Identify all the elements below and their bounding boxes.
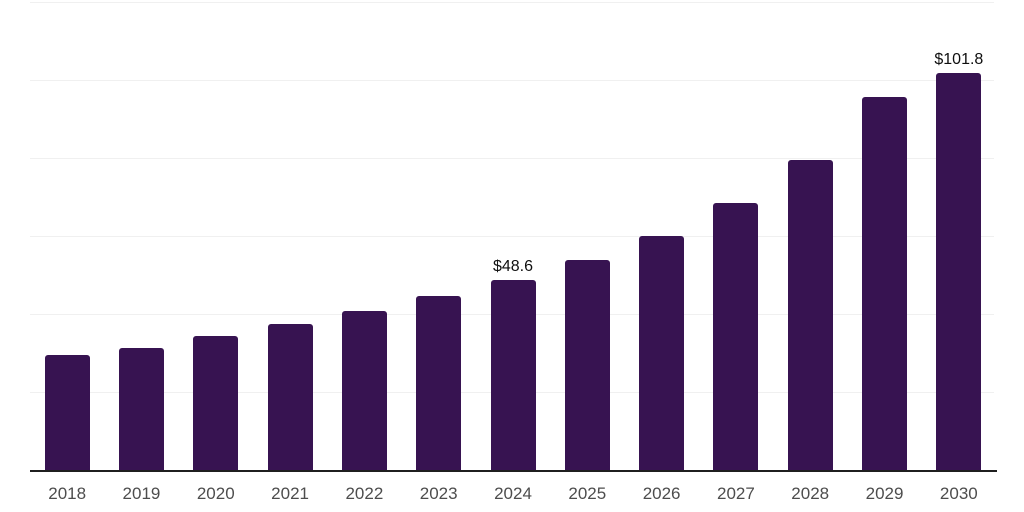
x-tick-label-2027: 2027 (717, 484, 755, 503)
x-tick-label-2018: 2018 (48, 484, 87, 503)
x-tick-label-2023: 2023 (419, 484, 458, 503)
bar-2030 (936, 72, 982, 470)
x-tick-label-2022: 2022 (345, 484, 384, 503)
gridline-60 (30, 236, 994, 237)
x-tick-label-2029: 2029 (865, 484, 904, 503)
gridline-100 (30, 80, 994, 81)
bar-2024 (490, 280, 536, 470)
x-tick-label-2019: 2019 (122, 484, 161, 503)
bar-2022 (341, 311, 387, 470)
bar-value-label-2030: $101.8 (934, 50, 984, 68)
x-tick-label-2024: 2024 (494, 484, 532, 503)
bar-2025 (564, 259, 610, 470)
bar-2028 (787, 159, 833, 470)
x-tick-label-2020: 2020 (196, 484, 235, 503)
x-tick-label-2021: 2021 (271, 484, 309, 503)
gridline-120 (30, 2, 994, 3)
bar-2021 (267, 323, 313, 470)
x-tick-label-2026: 2026 (642, 484, 681, 503)
gridline-80 (30, 158, 994, 159)
x-tick-label-2028: 2028 (791, 484, 830, 503)
bar-2018 (44, 355, 90, 470)
bar-value-label-2024: $48.6 (492, 258, 534, 276)
bar-2023 (416, 296, 462, 470)
bar-2020 (193, 335, 239, 470)
x-axis-line (30, 470, 997, 472)
bar-2019 (118, 347, 164, 470)
x-tick-label-2025: 2025 (568, 484, 607, 503)
x-tick-label-2030: 2030 (939, 484, 978, 503)
bar-2029 (862, 96, 908, 470)
bar-2026 (639, 236, 685, 470)
bar-2027 (713, 202, 759, 470)
